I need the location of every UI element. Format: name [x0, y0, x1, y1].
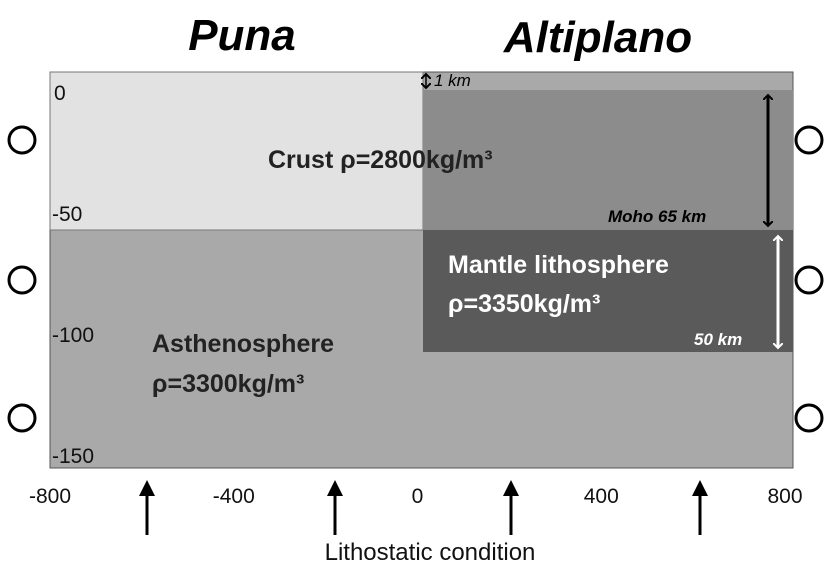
lithosphere-thickness-label: 50 km	[694, 330, 742, 349]
x-tick-label: -800	[29, 485, 71, 508]
mantle-density: ρ=3350kg/m³	[448, 290, 600, 318]
asthenosphere-density: ρ=3300kg/m³	[152, 370, 304, 398]
y-tick-label: -50	[52, 203, 82, 226]
footer-label: Lithostatic condition	[325, 539, 536, 566]
lithostatic-arrows	[139, 480, 708, 535]
x-tick-label: 800	[767, 485, 802, 508]
x-tick-label: 0	[412, 485, 424, 508]
offset-label: 1 km	[434, 71, 471, 90]
y-tick-label: -150	[52, 445, 94, 468]
puna-title: Puna	[188, 11, 296, 60]
crust-label: Crust ρ=2800kg/m³	[268, 146, 493, 174]
altiplano-title: Altiplano	[503, 13, 692, 62]
x-tick-label: 400	[584, 485, 619, 508]
y-tick-label: -100	[52, 324, 94, 347]
mantle-label: Mantle lithosphere	[448, 251, 669, 279]
puna-crust	[49, 71, 424, 231]
x-tick-label: -400	[213, 485, 255, 508]
moho-label: Moho 65 km	[608, 207, 706, 226]
asthenosphere-label: Asthenosphere	[152, 330, 334, 358]
y-tick-label: 0	[54, 82, 66, 105]
altiplano-crust	[423, 90, 793, 230]
boundary-circles	[7, 125, 824, 433]
mantle-lithosphere	[423, 230, 793, 352]
